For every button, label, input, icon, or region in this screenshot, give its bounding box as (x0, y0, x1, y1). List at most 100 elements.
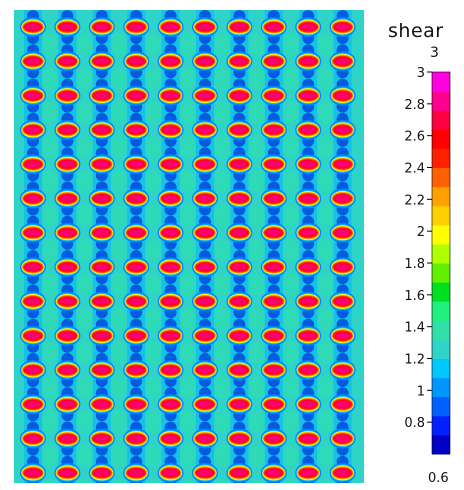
inclusion-ring (198, 264, 212, 271)
gap-patch (284, 444, 298, 467)
colorbar-segment (432, 243, 450, 264)
inclusion-ring (232, 24, 247, 30)
gap-patch (215, 204, 230, 227)
gap-patch (112, 273, 126, 296)
inclusion-ring (60, 264, 75, 271)
inclusion-ring (266, 264, 281, 271)
inclusion-ring (129, 264, 144, 271)
gap-patch (146, 170, 161, 193)
gap-patch (112, 410, 126, 433)
gap-patch (215, 444, 230, 467)
inclusion-ring (266, 435, 281, 442)
inclusion-ring (26, 161, 40, 168)
inclusion-ring (266, 126, 281, 133)
gap-patch (77, 170, 92, 193)
inclusion-ring (301, 229, 316, 236)
inclusion-ring (60, 161, 75, 168)
colorbar-segment (432, 186, 450, 207)
gap-patch (180, 307, 195, 330)
gap-patch (112, 341, 126, 364)
inclusion-ring (232, 229, 247, 236)
inclusion-ring (232, 332, 247, 339)
gap-patch (249, 67, 264, 90)
gap-patch (112, 376, 126, 399)
colorbar-tick-label: 1.6 (404, 289, 425, 304)
gap-patch (318, 204, 333, 227)
inclusion-ring (335, 195, 350, 202)
colorbar-segment (432, 167, 450, 188)
inclusion-ring (163, 298, 178, 305)
legend-subtitle: 3 (430, 45, 439, 61)
gap-patch (112, 33, 126, 56)
inclusion-ring (232, 435, 247, 442)
gap-patch (318, 341, 333, 364)
inclusion-ring (60, 469, 75, 476)
gap-patch (249, 376, 264, 399)
inclusion-ring (94, 469, 109, 476)
gap-patch (43, 341, 58, 364)
gap-patch (284, 170, 298, 193)
inclusion-ring (60, 401, 75, 408)
gap-patch (180, 410, 195, 433)
gap-patch (112, 136, 126, 159)
gap-patch (284, 273, 298, 296)
colorbar-segment (432, 320, 450, 340)
gap-patch (215, 101, 230, 124)
inclusion-ring (198, 332, 212, 339)
inclusion-ring (266, 58, 281, 65)
inclusion-ring (198, 298, 212, 305)
gap-patch (77, 67, 92, 90)
colorbar-min-label: 0.6 (428, 471, 449, 486)
gap-patch (180, 341, 195, 364)
gap-patch (148, 479, 159, 483)
gap-patch (146, 101, 161, 124)
gap-patch (146, 273, 161, 296)
inclusion-ring (129, 435, 144, 442)
inclusion-ring (198, 195, 212, 202)
inclusion-ring (129, 332, 144, 339)
inclusion-ring (129, 24, 144, 30)
inclusion-ring (163, 332, 178, 339)
inclusion-ring (94, 298, 109, 305)
inclusion-ring (335, 126, 350, 133)
gap-patch (77, 307, 92, 330)
gap-patch (43, 444, 58, 467)
gap-patch (215, 67, 230, 90)
gap-patch (318, 307, 333, 330)
inclusion-ring (129, 161, 144, 168)
gap-patch (216, 479, 228, 483)
gap-patch (79, 479, 90, 483)
inclusion-ring (232, 264, 247, 271)
inclusion-ring (26, 298, 40, 305)
inclusion-ring (163, 401, 178, 408)
inclusion-ring (301, 367, 316, 373)
gap-patch (180, 136, 195, 159)
gap-patch (77, 341, 92, 364)
inclusion-ring (26, 435, 40, 442)
gap-patch (249, 238, 264, 261)
inclusion-ring (94, 367, 109, 373)
gap-patch (249, 444, 264, 467)
heatmap-canvas (14, 10, 364, 483)
inclusion-ring (163, 126, 178, 133)
inclusion-ring (94, 332, 109, 339)
inclusion-ring (26, 195, 40, 202)
gap-patch (284, 238, 298, 261)
inclusion-ring (163, 264, 178, 271)
gap-patch (320, 479, 331, 483)
gap-patch (249, 204, 264, 227)
gap-patch (318, 376, 333, 399)
gap-patch (318, 170, 333, 193)
colorbar-segment (432, 148, 450, 168)
inclusion-ring (163, 58, 178, 65)
gap-patch (44, 479, 56, 483)
gap-patch (284, 204, 298, 227)
inclusion-ring (266, 298, 281, 305)
gap-patch (249, 101, 264, 124)
gap-patch (284, 376, 298, 399)
colorbar-segment (432, 263, 450, 283)
inclusion-ring (301, 332, 316, 339)
inclusion-ring (129, 92, 144, 99)
inclusion-ring (26, 401, 40, 408)
gap-patch (43, 410, 58, 433)
